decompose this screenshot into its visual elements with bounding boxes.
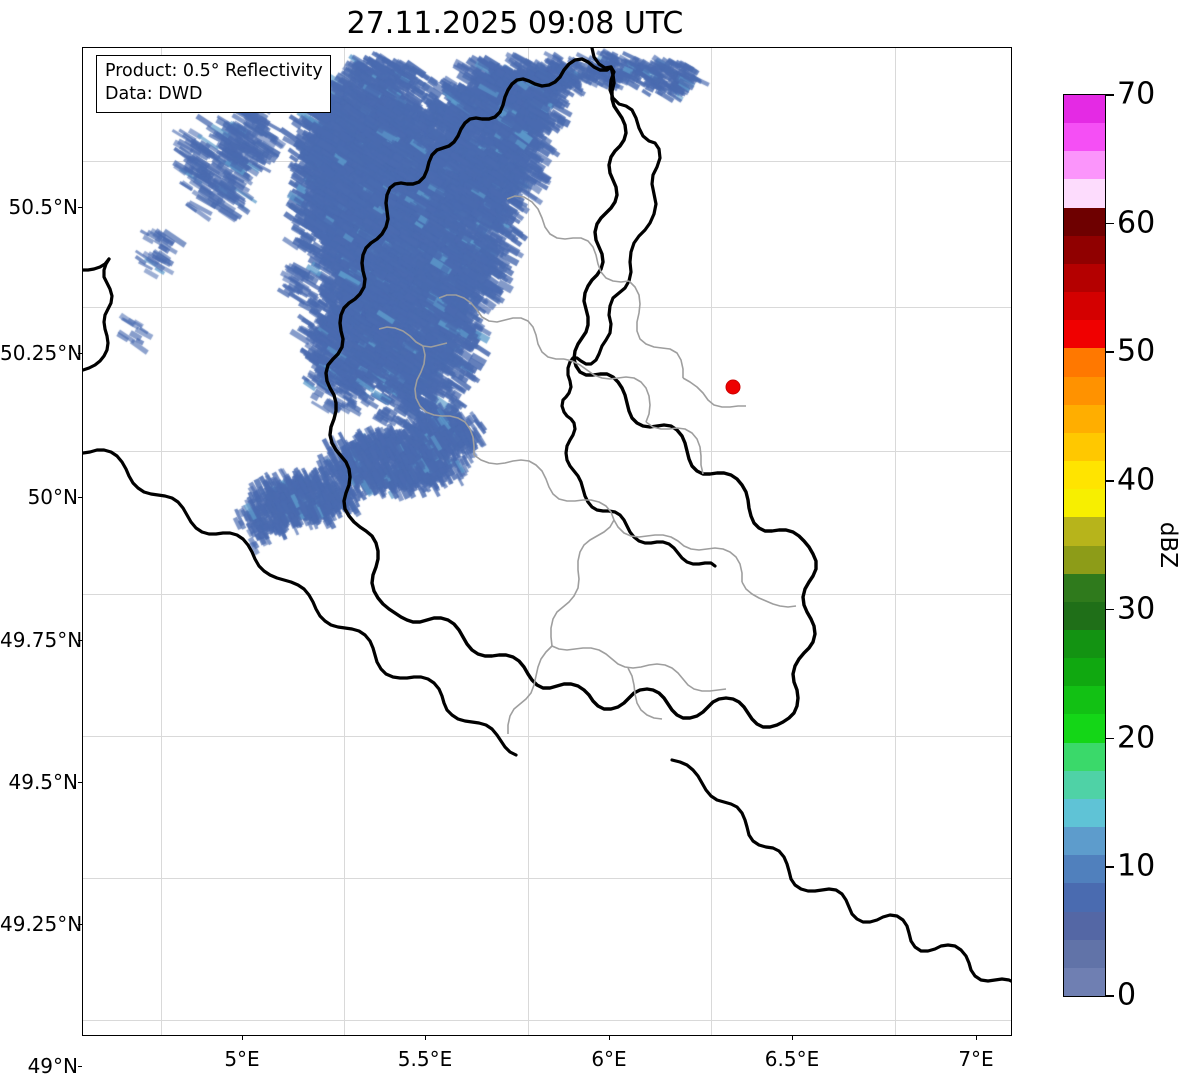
- colorbar-tick-label: 50: [1117, 333, 1156, 369]
- colorbar-tick-mark: [1106, 866, 1114, 868]
- colorbar-band: [1064, 827, 1105, 856]
- data-source-line: Data: DWD: [105, 84, 203, 105]
- border-france-belgium-luxembourg: [83, 448, 518, 757]
- colorbar-band: [1064, 742, 1105, 771]
- border-belgium-france: [83, 257, 114, 372]
- colorbar-gradient: [1064, 95, 1105, 996]
- y-tick-mark: [78, 782, 82, 783]
- y-tick-mark: [78, 924, 82, 925]
- colorbar-band: [1064, 404, 1105, 433]
- colorbar-tick-mark: [1106, 608, 1114, 611]
- colorbar-band: [1064, 348, 1105, 377]
- colorbar-band: [1064, 235, 1105, 264]
- x-tick-mark: [792, 1036, 793, 1040]
- colorbar-band: [1064, 629, 1105, 659]
- colorbar-band: [1064, 573, 1105, 602]
- x-tick-label: 6.5°E: [764, 1047, 820, 1071]
- luxembourg-canton-boundaries: [378, 195, 797, 734]
- page-title: 27.11.2025 09:08 UTC: [346, 6, 684, 41]
- border-france-germany: [670, 758, 1011, 983]
- colorbar-tick-mark: [1106, 222, 1114, 225]
- y-tick-mark: [78, 207, 82, 208]
- colorbar-band: [1064, 545, 1105, 574]
- colorbar-band: [1064, 263, 1105, 293]
- colorbar-tick-label: 70: [1117, 76, 1156, 112]
- x-tick-mark: [425, 1036, 426, 1040]
- colorbar-tick-label: 30: [1117, 591, 1156, 627]
- y-tick-label: 49°N: [27, 1054, 78, 1078]
- colorbar-band: [1064, 714, 1105, 743]
- border-belgium-france-south: [83, 257, 111, 272]
- colorbar-band: [1064, 489, 1105, 518]
- colorbar-tick-mark: [1106, 351, 1114, 354]
- colorbar-tick-label: 60: [1117, 205, 1156, 241]
- colorbar-band: [1064, 292, 1105, 321]
- colorbar-band: [1064, 320, 1105, 349]
- radar-reflectivity-layer: [83, 48, 1011, 1035]
- x-tick-label: 5°E: [224, 1047, 260, 1071]
- colorbar-band: [1064, 855, 1105, 884]
- colorbar-band: [1064, 939, 1105, 968]
- colorbar-band: [1064, 911, 1105, 940]
- colorbar-band: [1064, 207, 1105, 236]
- y-tick-mark: [78, 640, 82, 641]
- colorbar-band: [1064, 432, 1105, 462]
- colorbar-tick-mark: [1106, 737, 1114, 740]
- colorbar-axis-label: dBZ: [1155, 521, 1181, 569]
- colorbar-tick-mark: [1106, 995, 1114, 997]
- colorbar-band: [1064, 123, 1105, 152]
- colorbar-band: [1064, 151, 1105, 180]
- product-info-box: Product: 0.5° Reflectivity Data: DWD: [96, 55, 331, 113]
- colorbar-tick-label: 40: [1117, 462, 1156, 498]
- y-tick-label: 50.5°N: [8, 195, 79, 219]
- map-plot-area: [82, 47, 1012, 1036]
- x-tick-label: 6°E: [591, 1047, 627, 1071]
- colorbar-band: [1064, 967, 1105, 996]
- colorbar-tick-label: 10: [1117, 848, 1156, 884]
- colorbar-tick-mark: [1106, 480, 1114, 482]
- colorbar-band: [1064, 770, 1105, 799]
- colorbar-tick-label: 20: [1117, 720, 1156, 756]
- radar-site-marker[interactable]: [725, 379, 741, 395]
- colorbar-band: [1064, 658, 1105, 687]
- y-tick-mark: [78, 1066, 82, 1067]
- border-belgium-germany: [560, 48, 717, 568]
- colorbar-band: [1064, 376, 1105, 405]
- y-tick-label: 50°N: [27, 485, 78, 509]
- y-tick-mark: [78, 353, 82, 354]
- x-tick-label: 7°E: [958, 1047, 994, 1071]
- colorbar-band: [1064, 601, 1105, 630]
- x-tick-mark: [242, 1036, 243, 1040]
- colorbar-band: [1064, 461, 1105, 490]
- colorbar-tick-mark: [1106, 94, 1114, 96]
- colorbar: [1063, 94, 1106, 997]
- x-tick-label: 5.5°E: [397, 1047, 453, 1071]
- map-borders-layer: [83, 48, 1011, 983]
- colorbar-band: [1064, 686, 1105, 715]
- border-luxembourg: [324, 57, 818, 729]
- colorbar-band: [1064, 179, 1105, 208]
- x-tick-mark: [609, 1036, 610, 1040]
- colorbar-band: [1064, 517, 1105, 546]
- colorbar-band: [1064, 883, 1105, 912]
- y-tick-label: 49.25°N: [0, 912, 83, 936]
- y-tick-label: 50.25°N: [0, 341, 83, 365]
- product-line: Product: 0.5° Reflectivity: [105, 61, 323, 81]
- colorbar-band: [1064, 95, 1105, 124]
- colorbar-tick-label: 0: [1117, 977, 1137, 1013]
- y-tick-mark: [78, 497, 82, 498]
- x-tick-mark: [976, 1036, 977, 1040]
- y-tick-label: 49.75°N: [0, 628, 83, 652]
- colorbar-band: [1064, 798, 1105, 828]
- y-tick-label: 49.5°N: [8, 770, 79, 794]
